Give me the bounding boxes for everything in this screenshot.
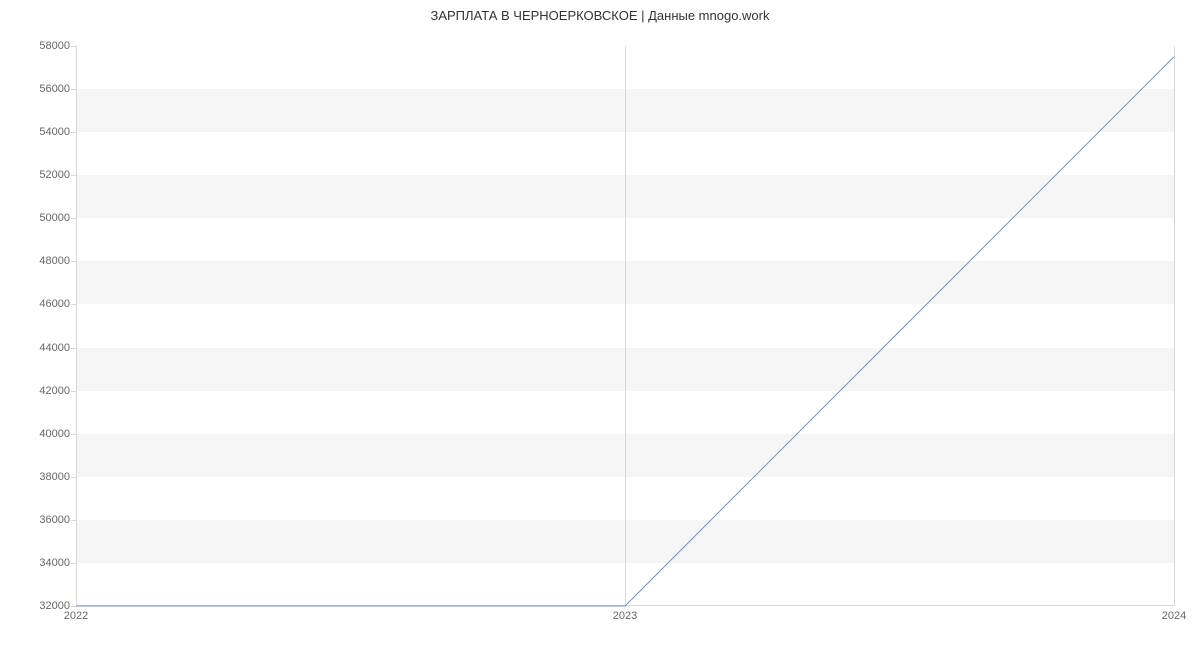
y-tick-mark: [71, 520, 76, 521]
x-tick-label: 2023: [613, 610, 637, 622]
y-tick-label: 56000: [10, 83, 70, 95]
y-tick-mark: [71, 218, 76, 219]
y-tick-mark: [71, 261, 76, 262]
y-tick-label: 44000: [10, 342, 70, 354]
y-tick-mark: [71, 132, 76, 133]
y-tick-mark: [71, 46, 76, 47]
y-tick-label: 58000: [10, 40, 70, 52]
y-tick-mark: [71, 348, 76, 349]
y-tick-mark: [71, 89, 76, 90]
y-tick-label: 54000: [10, 126, 70, 138]
line-series: [76, 46, 1174, 606]
y-tick-mark: [71, 391, 76, 392]
y-tick-label: 42000: [10, 385, 70, 397]
y-tick-label: 48000: [10, 255, 70, 267]
y-tick-mark: [71, 477, 76, 478]
y-tick-mark: [71, 434, 76, 435]
y-tick-mark: [71, 606, 76, 607]
y-tick-label: 50000: [10, 212, 70, 224]
y-tick-mark: [71, 175, 76, 176]
y-tick-label: 36000: [10, 514, 70, 526]
y-tick-label: 34000: [10, 557, 70, 569]
plot-area: [76, 46, 1174, 606]
y-tick-label: 46000: [10, 298, 70, 310]
y-tick-label: 52000: [10, 169, 70, 181]
x-gridline: [1174, 46, 1175, 606]
x-tick-label: 2024: [1162, 610, 1186, 622]
y-tick-label: 32000: [10, 600, 70, 612]
salary-chart: ЗАРПЛАТА В ЧЕРНОЕРКОВСКОЕ | Данные mnogo…: [0, 0, 1200, 650]
x-tick-label: 2022: [64, 610, 88, 622]
series-line: [76, 57, 1174, 606]
chart-title: ЗАРПЛАТА В ЧЕРНОЕРКОВСКОЕ | Данные mnogo…: [0, 0, 1200, 23]
y-tick-label: 38000: [10, 471, 70, 483]
y-tick-label: 40000: [10, 428, 70, 440]
y-tick-mark: [71, 304, 76, 305]
y-tick-mark: [71, 563, 76, 564]
